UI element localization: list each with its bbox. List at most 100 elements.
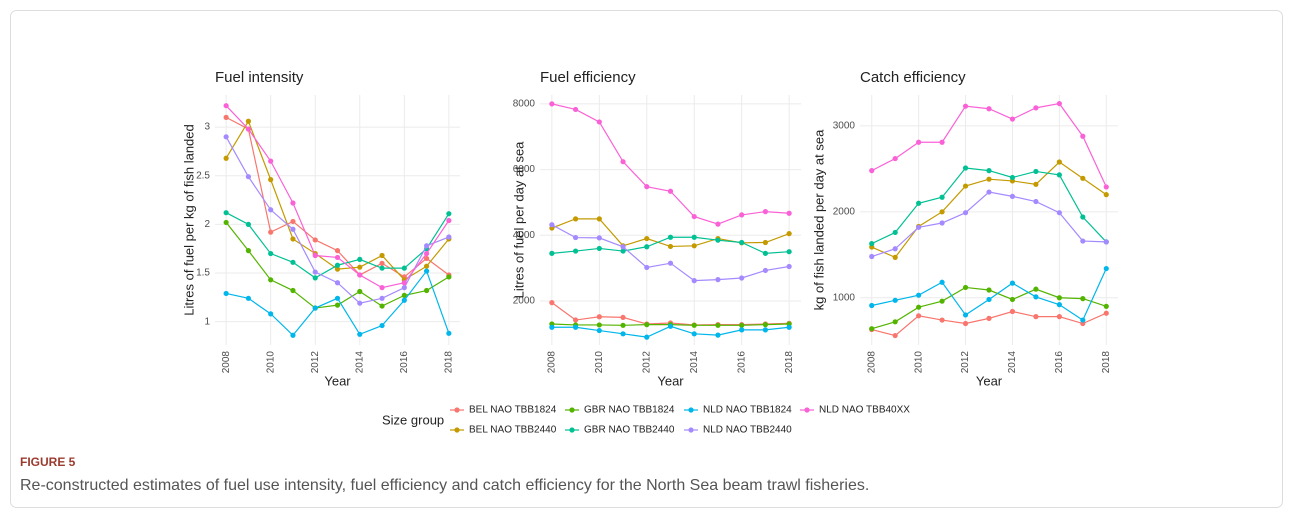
legend-swatch-dot xyxy=(454,407,460,413)
data-point xyxy=(1080,317,1086,323)
data-point xyxy=(1033,168,1039,175)
data-point xyxy=(572,317,579,323)
data-point xyxy=(667,323,674,329)
data-point xyxy=(572,216,579,222)
data-point xyxy=(446,234,452,240)
data-point xyxy=(1103,265,1109,272)
data-point xyxy=(1033,198,1039,205)
data-point xyxy=(715,237,721,243)
legend-swatch-dot xyxy=(688,427,694,433)
data-point xyxy=(869,241,875,247)
data-point xyxy=(549,222,555,228)
data-point xyxy=(334,248,341,254)
legend-title: Size group xyxy=(382,412,444,427)
data-point xyxy=(962,284,969,291)
x-axis-title: Year xyxy=(976,373,1003,388)
data-point xyxy=(644,244,650,250)
data-point xyxy=(892,319,898,325)
data-point xyxy=(892,155,898,162)
data-point xyxy=(620,244,626,250)
legend-swatch-dot xyxy=(454,427,460,433)
data-point xyxy=(596,119,602,125)
data-point xyxy=(379,285,385,291)
data-point xyxy=(1080,133,1086,139)
data-point xyxy=(312,275,318,281)
data-point xyxy=(715,221,721,227)
data-point xyxy=(572,248,579,254)
data-point xyxy=(268,229,274,235)
data-point xyxy=(379,303,385,309)
data-point xyxy=(644,184,650,190)
data-point xyxy=(892,229,898,236)
data-point xyxy=(892,254,898,260)
data-point xyxy=(401,285,407,291)
x-tick-label: 2014 xyxy=(354,351,365,374)
data-point xyxy=(962,103,969,109)
data-point xyxy=(401,297,407,303)
data-point xyxy=(962,210,969,216)
data-point xyxy=(268,158,274,164)
data-point xyxy=(962,183,969,189)
data-point xyxy=(379,322,385,329)
data-point xyxy=(1033,294,1039,300)
data-point xyxy=(312,305,318,311)
x-tick-label: 2010 xyxy=(594,351,605,374)
data-point xyxy=(357,331,363,337)
data-point xyxy=(290,236,296,242)
data-point xyxy=(962,312,969,318)
data-point xyxy=(691,243,697,249)
data-point xyxy=(1103,303,1109,309)
data-point xyxy=(268,311,274,317)
data-point xyxy=(549,324,555,330)
data-point xyxy=(379,260,385,266)
data-point xyxy=(986,189,992,195)
x-tick-label: 2018 xyxy=(784,351,795,374)
data-point xyxy=(572,324,579,330)
data-point xyxy=(290,259,296,265)
data-point xyxy=(446,330,452,336)
data-point xyxy=(739,212,745,218)
legend-label: NLD NAO TBB40XX xyxy=(819,405,910,416)
x-tick-label: 2014 xyxy=(689,351,700,374)
legend-label: GBR NAO TBB2440 xyxy=(584,425,675,436)
panel-title: Fuel efficiency xyxy=(540,69,636,86)
data-point xyxy=(986,296,992,303)
x-tick-label: 2016 xyxy=(399,351,410,374)
data-point xyxy=(223,210,229,216)
data-point xyxy=(1103,310,1109,316)
data-point xyxy=(572,106,579,113)
data-point xyxy=(1056,172,1062,178)
data-point xyxy=(644,264,650,271)
x-tick-label: 2008 xyxy=(221,351,232,374)
data-point xyxy=(401,280,407,286)
data-point xyxy=(446,217,452,224)
data-point xyxy=(549,300,555,306)
data-point xyxy=(1033,181,1039,187)
data-point xyxy=(667,188,674,194)
data-point xyxy=(869,302,875,309)
data-point xyxy=(1080,238,1086,244)
data-point xyxy=(715,277,721,283)
y-tick-label: 2000 xyxy=(513,296,536,307)
data-point xyxy=(762,327,769,333)
y-tick-label: 3 xyxy=(204,122,210,133)
data-point xyxy=(312,252,318,259)
y-tick-label: 1000 xyxy=(833,292,856,303)
data-point xyxy=(916,224,922,230)
data-point xyxy=(939,220,945,226)
data-point xyxy=(290,218,296,225)
data-point xyxy=(1009,308,1016,315)
data-point xyxy=(1080,214,1086,220)
data-point xyxy=(1056,159,1062,165)
data-point xyxy=(268,277,274,283)
y-tick-label: 4000 xyxy=(513,230,536,241)
data-point xyxy=(596,314,602,320)
x-axis-title: Year xyxy=(324,373,351,388)
y-tick-label: 6000 xyxy=(513,164,536,175)
data-point xyxy=(334,262,341,268)
figure-label: FIGURE 5 xyxy=(20,455,76,469)
data-point xyxy=(401,292,407,298)
panel-title: Catch efficiency xyxy=(860,69,966,86)
data-point xyxy=(715,332,721,338)
data-point xyxy=(379,252,385,259)
